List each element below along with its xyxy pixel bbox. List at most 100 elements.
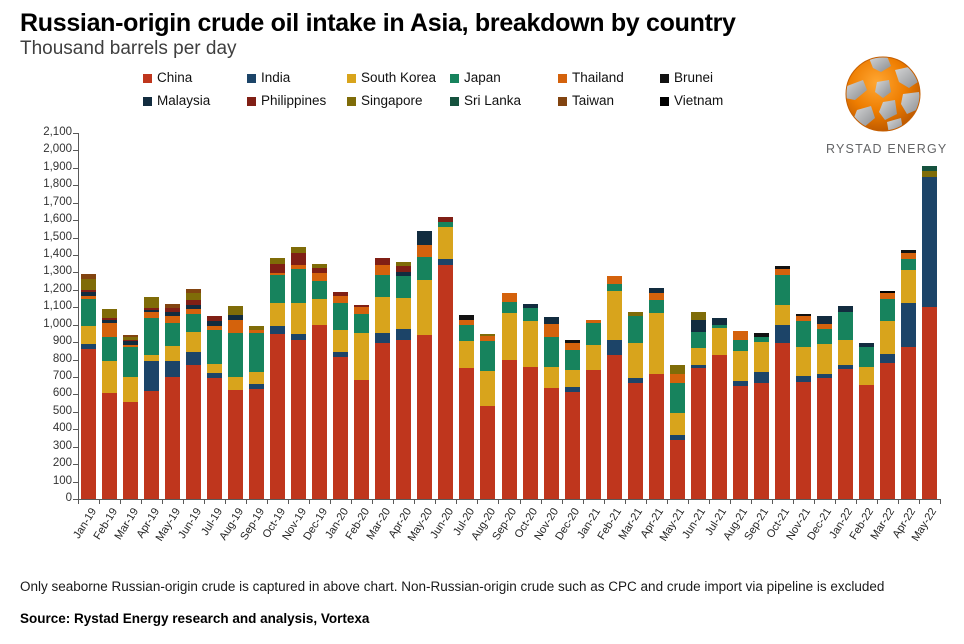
bar-segment-thailand <box>375 265 391 276</box>
bar-segment-south-korea <box>606 290 622 341</box>
x-tick-mark <box>141 500 143 504</box>
bar-segment-south-korea <box>795 346 811 377</box>
bar-segment-singapore <box>291 247 307 254</box>
bar-segment-japan <box>207 329 223 364</box>
bar-segment-philippines <box>375 257 391 266</box>
bar-segment-japan <box>312 281 328 299</box>
bar-segment-thailand <box>81 295 96 300</box>
bar-segment-south-korea <box>522 321 538 367</box>
bar-segment-china <box>207 377 223 499</box>
bar-segment-india <box>837 364 853 370</box>
bar-segment-china <box>312 324 328 499</box>
bar-segment-malaysia <box>858 343 874 347</box>
bar-segment-japan <box>375 275 391 297</box>
bar-segment-japan <box>228 333 244 377</box>
bar-segment-thailand <box>480 336 496 342</box>
bar-segment-singapore <box>270 257 286 264</box>
bar-segment-singapore <box>186 293 202 301</box>
y-tick-label: 900 <box>52 335 72 348</box>
bar-segment-thailand <box>459 319 475 325</box>
bar-segment-japan <box>858 346 874 367</box>
x-tick-mark <box>834 500 836 504</box>
bar-segment-philippines <box>354 304 370 308</box>
bar-segment-singapore <box>396 261 412 267</box>
bar-segment-china <box>102 392 118 499</box>
bar-segment-china <box>270 334 286 499</box>
bar-segment-china <box>564 391 580 499</box>
bar-segment-vietnam <box>879 290 895 294</box>
bar-segment-south-korea <box>900 269 916 303</box>
bar-segment-japan <box>186 314 202 332</box>
legend-item-china: China <box>143 71 247 85</box>
legend-item-vietnam: Vietnam <box>660 94 755 108</box>
bar-segment-south-korea <box>690 348 706 365</box>
bar-segment-malaysia <box>711 317 727 325</box>
y-axis-ticks <box>73 133 78 500</box>
bar-segment-china <box>144 390 160 499</box>
bar-segment-singapore <box>144 296 160 309</box>
bar-segment-singapore <box>102 309 118 318</box>
bar-segment-china <box>774 343 790 499</box>
bar-segment-japan <box>543 336 559 367</box>
bar-segment-malaysia <box>228 315 244 320</box>
x-tick-mark <box>435 500 437 504</box>
legend-item-south-korea: South Korea <box>347 71 450 85</box>
y-tick-label: 1,900 <box>43 160 72 173</box>
chart-subtitle: Thousand barrels per day <box>20 38 237 59</box>
bar-segment-south-korea <box>816 343 832 374</box>
y-tick-mark <box>73 481 78 483</box>
y-tick-mark <box>73 394 78 396</box>
bar-segment-sri-lanka <box>921 166 937 172</box>
bar-segment-singapore <box>312 263 328 269</box>
bar-segment-south-korea <box>879 321 895 355</box>
bar-segment-philippines <box>396 266 412 272</box>
y-tick-mark <box>73 359 78 361</box>
x-tick-mark <box>624 500 626 504</box>
bar-segment-thailand <box>879 293 895 299</box>
bar-segment-china <box>648 373 664 499</box>
bar-segment-malaysia <box>690 320 706 332</box>
legend-item-japan: Japan <box>450 71 558 85</box>
legend-label: Singapore <box>361 93 423 108</box>
bar-segment-india <box>333 351 349 357</box>
x-tick-mark <box>78 500 79 504</box>
x-tick-mark <box>456 500 458 504</box>
bar-segment-japan <box>480 341 496 371</box>
x-tick-mark <box>351 500 353 504</box>
y-tick-mark <box>73 289 78 291</box>
y-tick-mark <box>73 272 78 274</box>
bar-segment-singapore <box>123 336 139 340</box>
bar-segment-japan <box>417 256 433 281</box>
legend-swatch-icon <box>660 73 669 83</box>
bar-segment-japan <box>900 258 916 270</box>
bar-segment-japan <box>606 283 622 291</box>
bar-segment-philippines <box>333 291 349 296</box>
bar-segment-thailand <box>249 329 265 334</box>
y-tick-mark <box>73 377 78 378</box>
bar-segment-japan <box>123 347 139 377</box>
bar-segment-south-korea <box>102 361 118 393</box>
bar-segment-china <box>228 390 244 499</box>
bar-segment-south-korea <box>144 355 160 362</box>
bar-segment-japan <box>438 221 454 228</box>
bar-segment-south-korea <box>858 366 874 385</box>
bar-segment-japan <box>774 275 790 305</box>
bar-segment-south-korea <box>711 328 727 356</box>
bar-segment-china <box>249 389 265 499</box>
bar-segment-thailand <box>501 293 517 303</box>
legend: China India South Korea Japan Thailand Brunei… <box>143 71 755 108</box>
x-tick-mark <box>288 500 290 504</box>
bar-segment-china <box>690 368 706 499</box>
bar-segment-thailand <box>165 316 181 323</box>
bar-segment-thailand <box>333 295 349 303</box>
bar-segment-thailand <box>795 316 811 322</box>
bar-segment-thailand <box>354 307 370 315</box>
legend-label: Taiwan <box>572 93 615 108</box>
bar-segment-china <box>522 366 538 499</box>
x-tick-mark <box>183 500 185 504</box>
legend-item-thailand: Thailand <box>558 71 660 85</box>
bar-segment-india <box>900 302 916 348</box>
bar-segment-malaysia <box>102 319 118 323</box>
bar-segment-india <box>774 324 790 344</box>
legend-item-philippines: Philippines <box>247 94 347 108</box>
